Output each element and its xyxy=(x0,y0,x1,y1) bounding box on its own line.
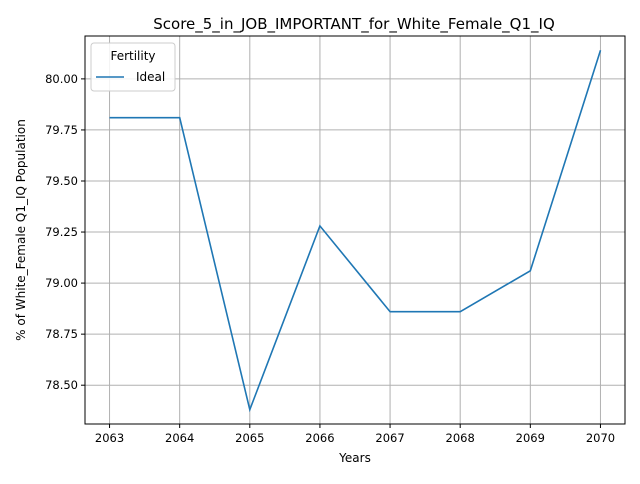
x-tick-label: 2065 xyxy=(235,431,264,445)
x-tick-label: 2070 xyxy=(586,431,615,445)
x-tick-label: 2069 xyxy=(516,431,545,445)
y-tick-label: 79.50 xyxy=(45,174,78,188)
legend-title: Fertility xyxy=(110,49,155,63)
y-tick-label: 79.75 xyxy=(45,123,78,137)
x-tick-label: 2068 xyxy=(446,431,475,445)
legend: Fertility Ideal xyxy=(91,43,175,91)
x-axis-label: Years xyxy=(338,451,371,465)
y-tick-label: 79.25 xyxy=(45,225,78,239)
y-tick-label: 78.75 xyxy=(45,327,78,341)
x-tick-label: 2064 xyxy=(165,431,194,445)
x-tick-label: 2063 xyxy=(95,431,124,445)
y-tick-label: 79.00 xyxy=(45,276,78,290)
chart-title: Score_5_in_JOB_IMPORTANT_for_White_Femal… xyxy=(153,15,555,34)
legend-label-ideal: Ideal xyxy=(136,70,165,84)
y-axis-label: % of White_Female Q1_IQ Population xyxy=(14,119,28,341)
x-tick-label: 2067 xyxy=(375,431,404,445)
y-tick-label: 78.50 xyxy=(45,378,78,392)
y-tick-label: 80.00 xyxy=(45,72,78,86)
x-tick-label: 2066 xyxy=(305,431,334,445)
